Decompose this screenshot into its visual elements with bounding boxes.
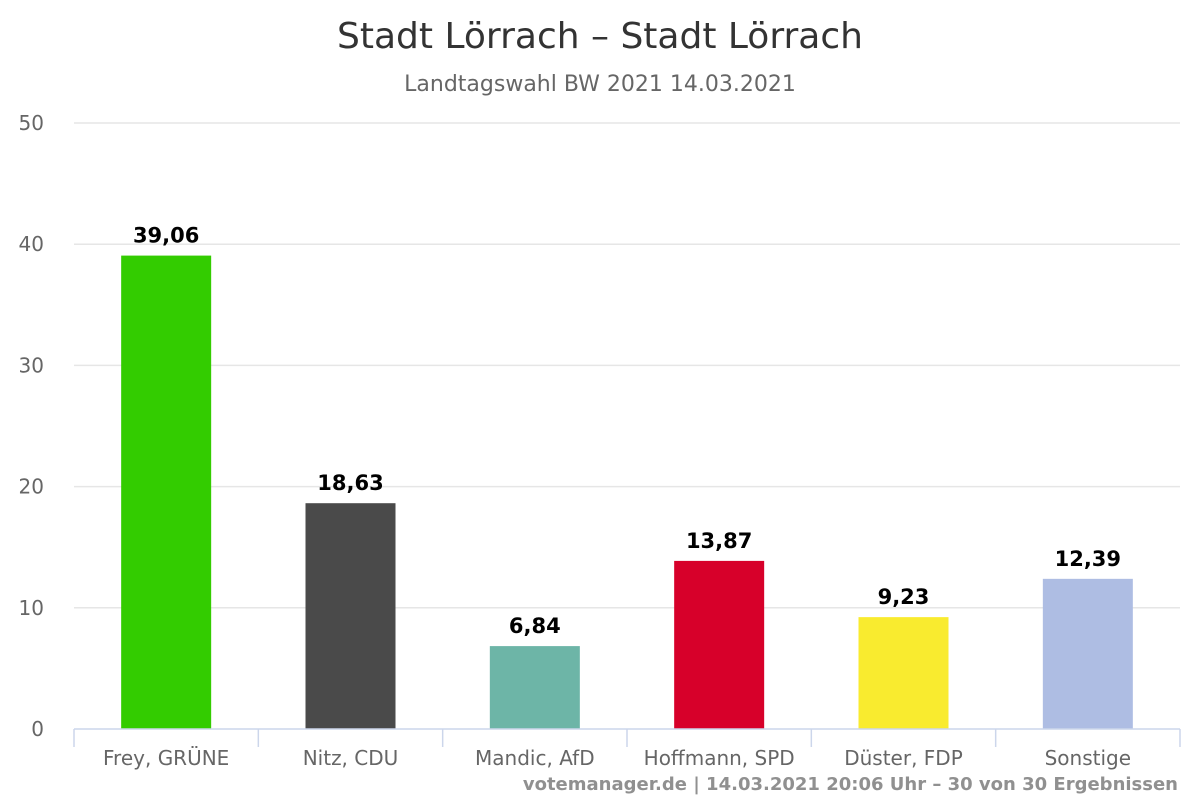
- bar[interactable]: [858, 617, 949, 729]
- data-label: 12,39: [1055, 547, 1121, 571]
- bar[interactable]: [121, 255, 212, 729]
- data-label: 13,87: [686, 529, 752, 553]
- x-tick-label: Düster, FDP: [844, 746, 963, 770]
- data-label: 6,84: [509, 614, 561, 638]
- y-tick-label: 10: [19, 596, 44, 620]
- x-tick-label: Sonstige: [1045, 746, 1131, 770]
- y-tick-label: 50: [19, 111, 44, 135]
- x-tick-label: Hoffmann, SPD: [644, 746, 795, 770]
- data-label: 9,23: [878, 585, 930, 609]
- bar[interactable]: [674, 560, 765, 729]
- y-tick-label: 0: [31, 717, 44, 741]
- y-tick-label: 20: [19, 475, 44, 499]
- bars: [121, 255, 1133, 729]
- chart-subtitle: Landtagswahl BW 2021 14.03.2021: [404, 72, 796, 97]
- bar[interactable]: [1042, 578, 1133, 729]
- y-tick-label: 30: [19, 353, 44, 377]
- x-tick-label: Frey, GRÜNE: [103, 746, 229, 770]
- x-tick-label: Nitz, CDU: [303, 746, 399, 770]
- credits-text[interactable]: votemanager.de | 14.03.2021 20:06 Uhr – …: [523, 774, 1178, 795]
- x-axis: Frey, GRÜNE Nitz, CDU Mandic, AfD Hoffmann,…: [73, 728, 1181, 770]
- x-tick-label: Mandic, AfD: [475, 746, 595, 770]
- grid-lines: 0 10 20 30 40 50: [19, 111, 1180, 741]
- data-label: 18,63: [317, 471, 383, 495]
- y-tick-label: 40: [19, 232, 44, 256]
- bar[interactable]: [305, 503, 396, 729]
- data-label: 39,06: [133, 224, 199, 248]
- bar[interactable]: [489, 646, 580, 729]
- chart-title: Stadt Lörrach – Stadt Lörrach: [337, 16, 863, 57]
- data-labels: 39,06 18,63 6,84 13,87 9,23 12,39: [133, 224, 1121, 639]
